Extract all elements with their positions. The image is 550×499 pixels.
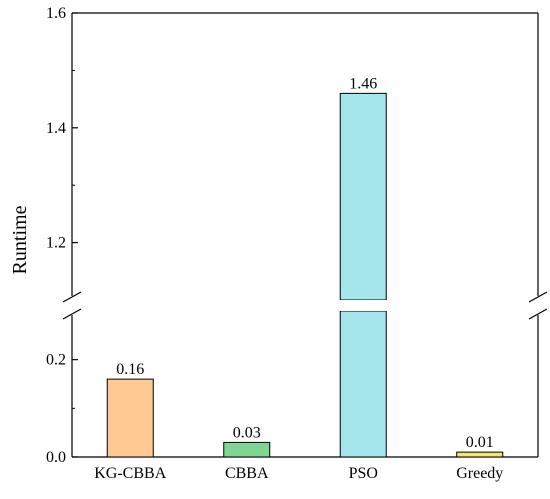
x-tick-label: Greedy — [456, 465, 503, 482]
data-label: 0.01 — [466, 434, 494, 451]
bar-kg-cbba — [106, 378, 154, 458]
x-tick-label: CBBA — [225, 465, 269, 482]
y-tick-label: 1.4 — [46, 120, 66, 137]
y-axis-title: Runtime — [9, 205, 31, 274]
x-tick-label: PSO — [349, 465, 378, 482]
axis-break-mark — [528, 308, 548, 320]
data-label: 1.46 — [349, 75, 377, 92]
data-label: 0.03 — [233, 424, 261, 441]
x-tick-label: KG-CBBA — [94, 465, 166, 482]
bar-pso-lower — [339, 310, 387, 458]
y-tick-label: 1.6 — [46, 5, 66, 22]
y-tick-label: 0.0 — [46, 449, 66, 466]
labels: KG-CBBA 0.16 CBBA 0.03 PSO 1.46 Greedy 0.01 — [94, 75, 503, 482]
bar-break-gap — [339, 300, 388, 311]
axis-break-mark — [528, 291, 548, 303]
bar-pso-upper — [339, 92, 387, 301]
bar-greedy — [456, 451, 504, 458]
y-tick-label: 0.2 — [46, 352, 66, 369]
axis-break-mark — [62, 291, 82, 303]
axis-break-mark — [62, 308, 82, 320]
y-tick-label: 1.2 — [46, 235, 66, 252]
bars — [106, 92, 504, 458]
data-label: 0.16 — [116, 361, 144, 378]
bar-cbba — [223, 441, 271, 458]
